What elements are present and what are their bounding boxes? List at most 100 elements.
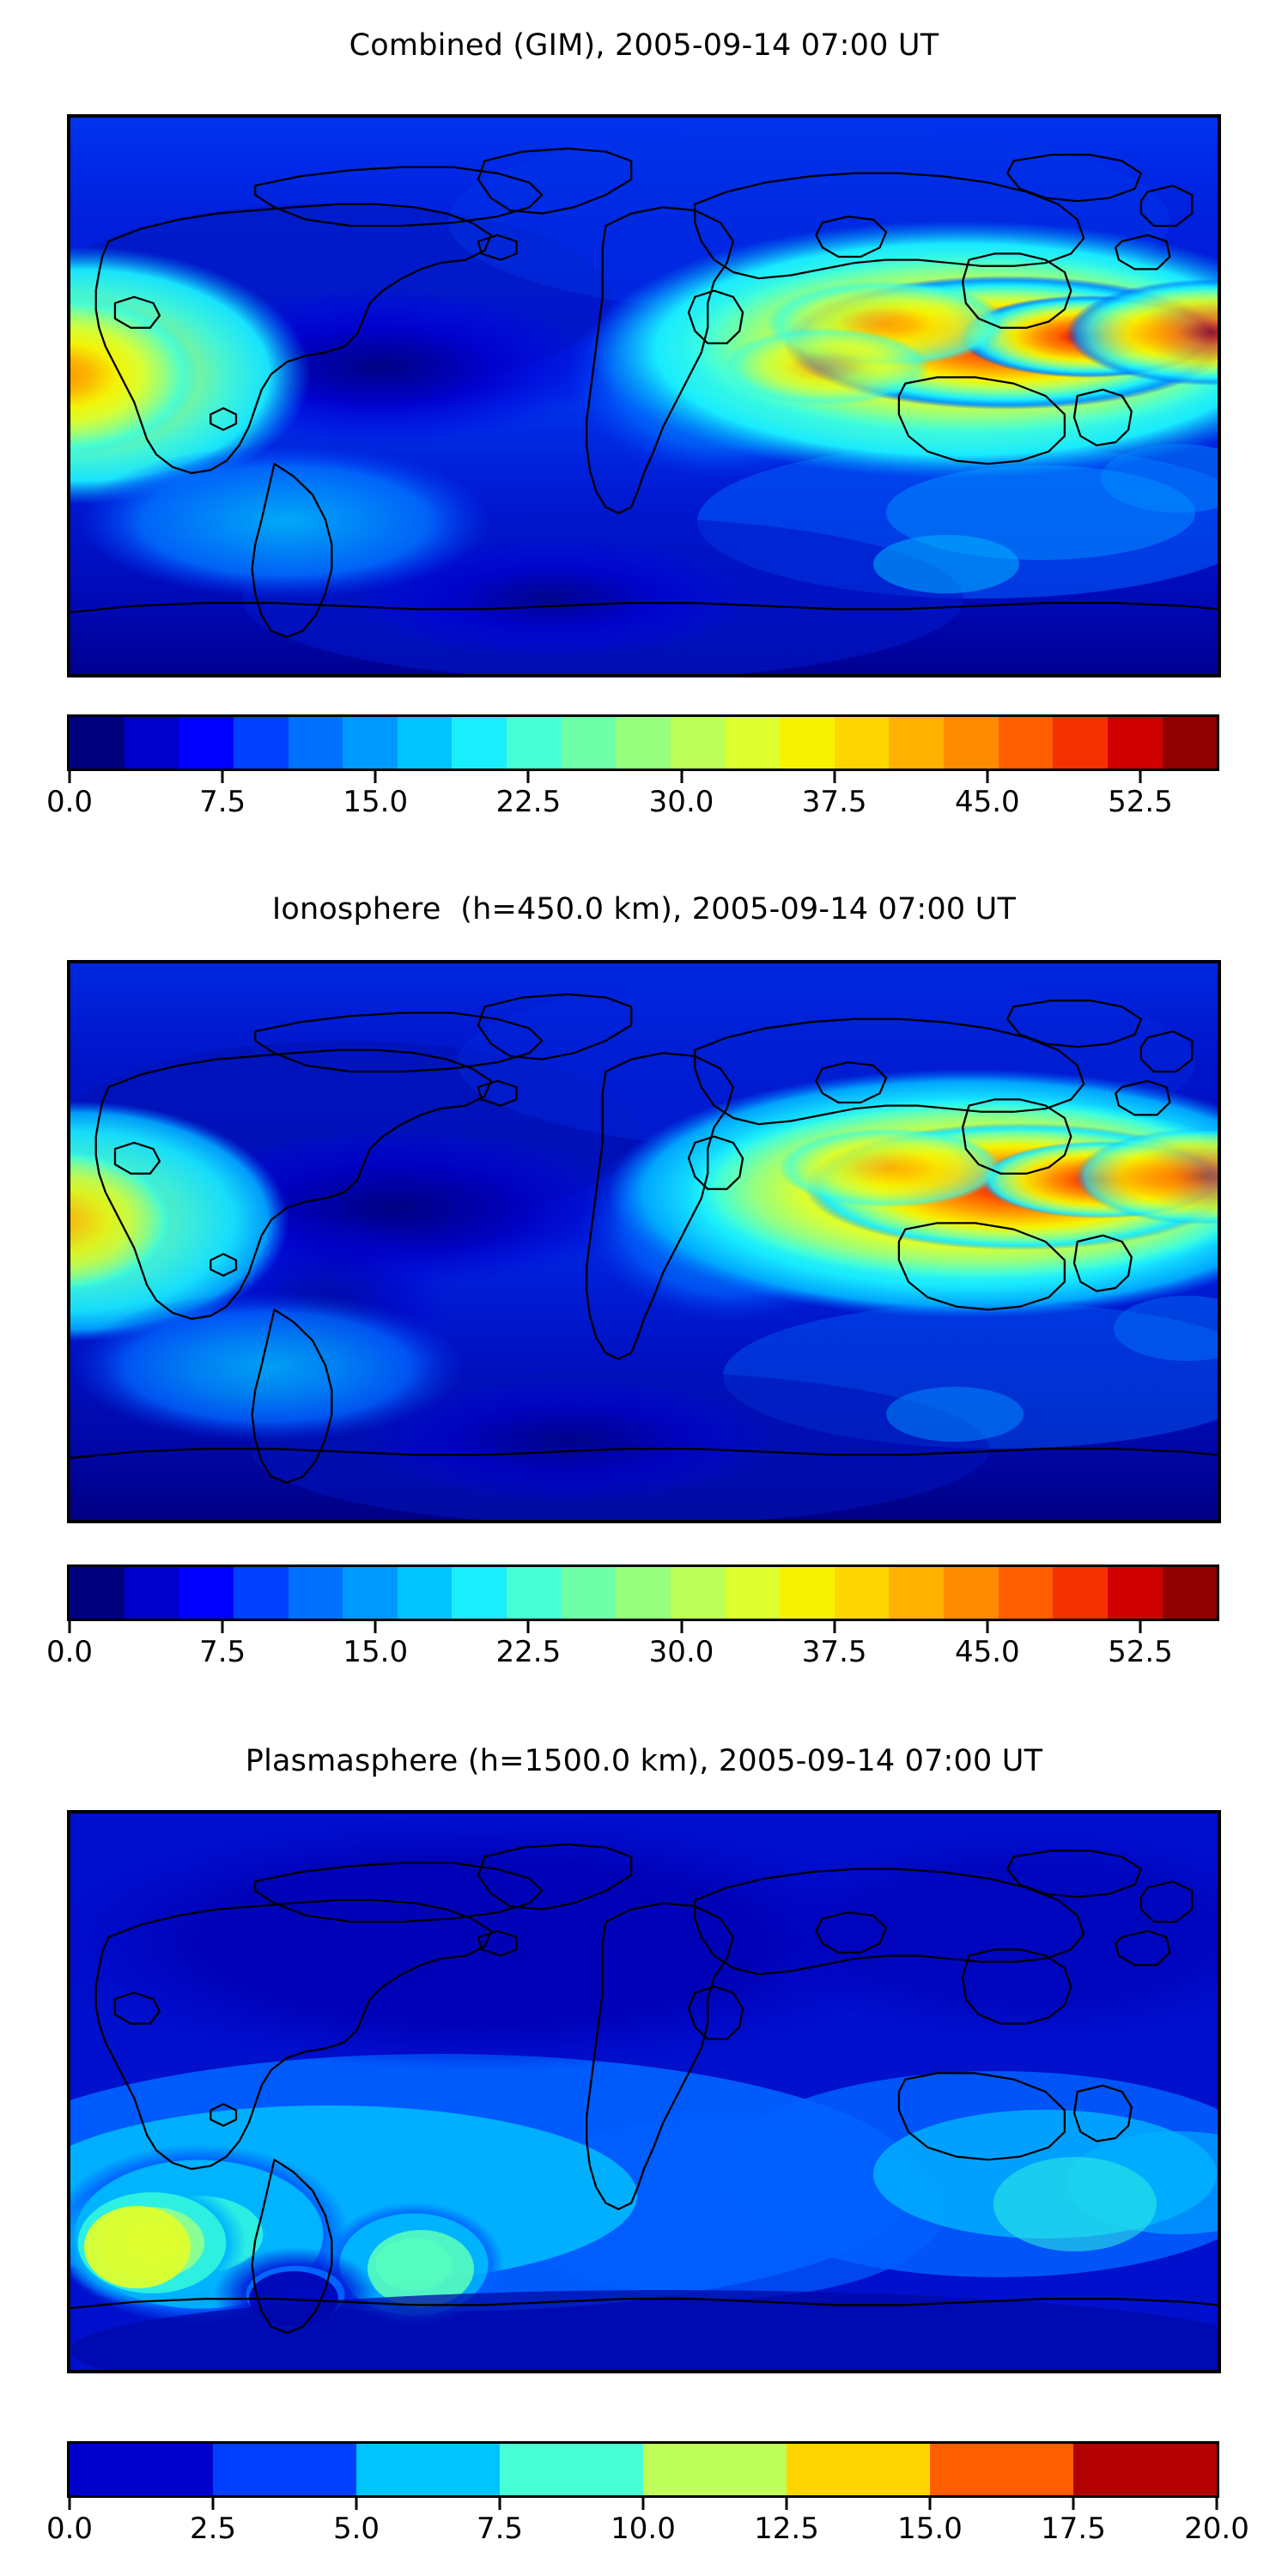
colorbar-tick-label: 5.0 [332,2512,380,2546]
colorbar-segment [452,1567,507,1619]
colorbar-tick [1139,1621,1142,1633]
colorbar-segment [70,1567,125,1619]
colorbar-tick [928,2498,932,2510]
colorbar-tick-label: 17.5 [1041,2512,1106,2546]
colorbar-segment [998,1567,1054,1619]
colorbar-segment [780,1567,835,1619]
colorbar-tick-label: 20.0 [1184,2512,1249,2546]
colorbar-tick [498,2498,501,2510]
colorbar-tick-label: 22.5 [495,1635,562,1669]
colorbar-tick-label: 37.5 [801,1635,867,1669]
colorbar-segment [1053,1567,1108,1619]
colorbar-gradient-plasmasphere [67,2441,1219,2498]
colorbar-tick-label: 30.0 [648,785,714,819]
colorbar-tick [374,1621,377,1633]
colorbar-segment [288,1567,343,1619]
colorbar-segment [616,1567,671,1619]
map-field-plasmasphere [70,1814,1218,2370]
colorbar-segment [834,1567,890,1619]
colorbar-segment [1107,1567,1163,1619]
colorbar-tick [641,2498,645,2510]
tec-field-ionosphere [70,963,1218,1520]
colorbar-segment [670,717,726,769]
colorbar-segment [70,717,125,769]
colorbar-tick [374,771,377,783]
colorbar-segment [124,1567,179,1619]
colorbar-segment [561,1567,617,1619]
colorbar-segment [452,717,507,769]
colorbar-tick [221,771,224,783]
colorbar-tick [221,1621,224,1633]
colorbar-tick-label: 7.5 [476,2512,524,2546]
colorbar-tick [785,2498,788,2510]
colorbar-segment [1073,2444,1217,2495]
map-combined-gim [67,114,1221,677]
colorbar-segment [616,717,671,769]
colorbar-ticks-plasmasphere [67,2498,1219,2510]
colorbar-tick [680,771,683,783]
colorbar-tick [211,2498,215,2510]
colorbar-tick-label: 37.5 [801,785,867,819]
colorbar-segment [725,1567,781,1619]
colorbar-segment [1162,1567,1217,1619]
colorbar-tick-label: 0.0 [46,2512,94,2546]
colorbar-tick-label: 15.0 [897,2512,963,2546]
colorbar-tick-label: 2.5 [189,2512,237,2546]
colorbar-segment [500,2444,643,2495]
colorbar-tick-label: 10.0 [611,2512,676,2546]
colorbar-segment [643,2444,787,2495]
colorbar-tick [526,771,530,783]
colorbar-segment [288,717,343,769]
colorbar-labels-plasmasphere: 0.0 2.5 5.0 7.5 10.0 12.5 15.0 17.5 20.0 [46,2510,1249,2548]
colorbar-segment [930,2444,1073,2495]
map-field-combined-gim [70,118,1218,674]
colorbar-tick [1139,771,1142,783]
panel-title-ionosphere: Ionosphere (h=450.0 km), 2005-09-14 07:0… [271,892,1017,927]
tec-field-combined-gim [70,118,1218,674]
colorbar-tick-label: 15.0 [343,785,409,819]
panel-ionosphere: Ionosphere (h=450.0 km), 2005-09-14 07:0… [0,859,1288,1722]
colorbar-segment [670,1567,726,1619]
colorbar-tick [68,771,71,783]
colorbar-segment [397,717,453,769]
colorbar-segment [507,717,562,769]
colorbar-tick-label: 7.5 [199,1635,246,1669]
colorbar-tick [1072,2498,1075,2510]
colorbar-segment [179,1567,234,1619]
colorbar-tick [355,2498,358,2510]
colorbar-segment [70,2444,213,2495]
colorbar-tick [833,1621,836,1633]
colorbar-tick [986,771,989,783]
colorbar-tick-label: 45.0 [954,785,1020,819]
colorbar-segment [343,717,398,769]
colorbar-tick-label: 0.0 [46,785,94,819]
colorbar-tick-label: 30.0 [648,1635,714,1669]
colorbar-segment [561,717,617,769]
colorbar-segment [507,1567,562,1619]
colorbar-segment [1162,717,1217,769]
colorbar-segment [356,2444,500,2495]
colorbar-tick [986,1621,989,1633]
colorbar-gradient-combined-gim [67,714,1219,771]
tec-field-plasmasphere [70,1814,1218,2370]
colorbar-tick-label: 22.5 [495,785,562,819]
colorbar-tick-label: 52.5 [1108,785,1173,819]
colorbar-ticks-ionosphere [67,1621,1219,1633]
colorbar-plasmasphere: 0.0 2.5 5.0 7.5 10.0 12.5 15.0 17.5 20.0 [46,2441,1249,2548]
colorbar-tick [68,2498,71,2510]
colorbar-tick [1215,2498,1218,2510]
colorbar-segment [889,1567,944,1619]
colorbar-segment [889,717,944,769]
colorbar-segment [124,717,179,769]
colorbar-segment [834,717,890,769]
panel-combined-gim: Combined (GIM), 2005-09-14 07:00 UT [0,0,1288,859]
colorbar-segment [787,2444,930,2495]
colorbar-ionosphere: 0.0 7.5 15.0 22.5 30.0 37.5 45.0 52.5 [46,1564,1219,1671]
colorbar-tick-label: 52.5 [1108,1635,1173,1669]
colorbar-tick [526,1621,530,1633]
colorbar-tick-label: 45.0 [954,1635,1020,1669]
colorbar-segment [780,717,835,769]
panel-plasmasphere: Plasmasphere (h=1500.0 km), 2005-09-14 0… [0,1722,1288,2576]
colorbar-segment [233,1567,289,1619]
